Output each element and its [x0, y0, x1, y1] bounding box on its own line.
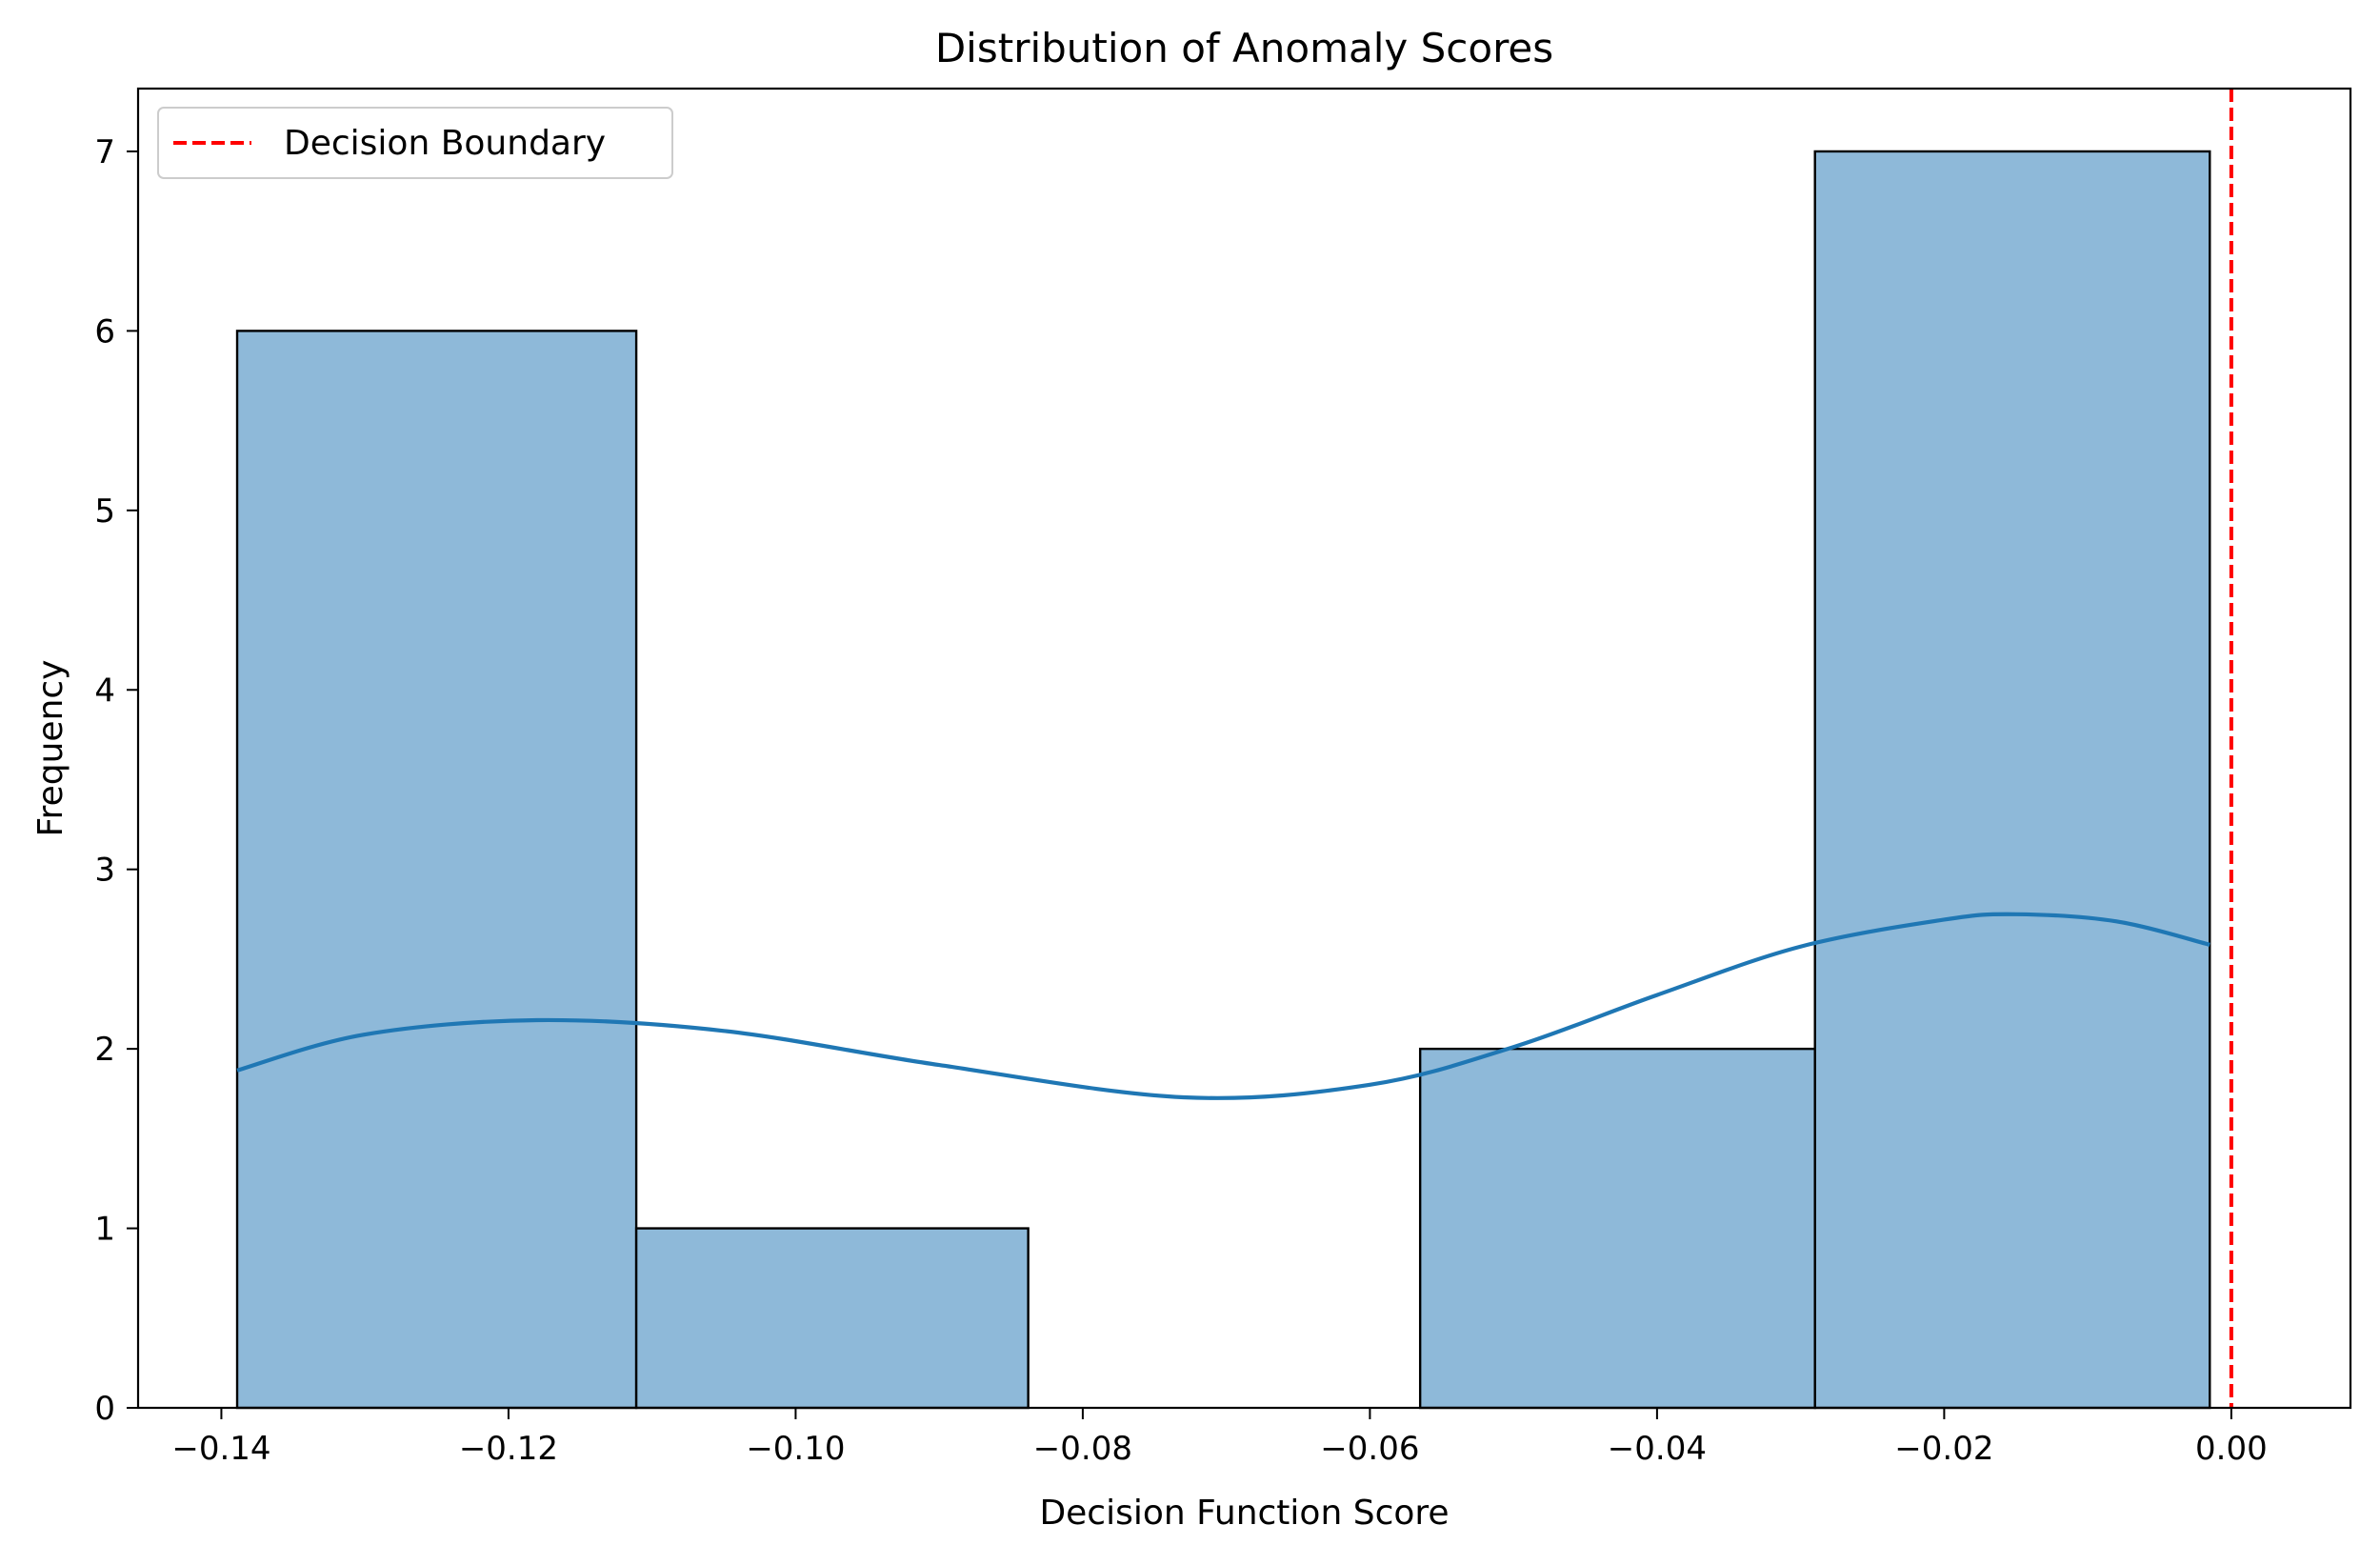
legend-label-decision-boundary: Decision Boundary [284, 124, 606, 163]
legend-box [157, 107, 673, 179]
y-tick-label: 7 [94, 133, 115, 171]
y-tick-label: 2 [94, 1031, 115, 1069]
x-tick-label: −0.10 [746, 1430, 845, 1468]
x-tick-label: −0.08 [1033, 1430, 1132, 1468]
y-axis-label: Frequency [31, 660, 70, 837]
y-tick-label: 4 [94, 672, 115, 710]
histogram-bar [235, 330, 638, 1410]
y-tick-label: 5 [94, 492, 115, 531]
y-tick-label: 0 [94, 1390, 115, 1428]
kde-curve [236, 912, 2210, 1100]
histogram-bar [1418, 1047, 1816, 1410]
plot-frame [136, 87, 2352, 1410]
histogram-bar [634, 1227, 1030, 1410]
y-tick-label: 1 [94, 1211, 115, 1249]
histogram-bar [1813, 150, 2211, 1410]
legend: Decision Boundary [157, 107, 673, 179]
x-tick-label: −0.06 [1320, 1430, 1419, 1468]
x-tick-label: 0.00 [2195, 1430, 2268, 1468]
y-tick-label: 3 [94, 852, 115, 890]
x-tick-label: −0.14 [171, 1430, 270, 1468]
x-tick-label: −0.02 [1894, 1430, 1993, 1468]
chart-title: Distribution of Anomaly Scores [935, 25, 1553, 71]
x-tick-label: −0.12 [459, 1430, 558, 1468]
x-tick-label: −0.04 [1608, 1430, 1707, 1468]
y-tick-label: 6 [94, 312, 115, 351]
x-axis-label: Decision Function Score [1039, 1494, 1449, 1533]
